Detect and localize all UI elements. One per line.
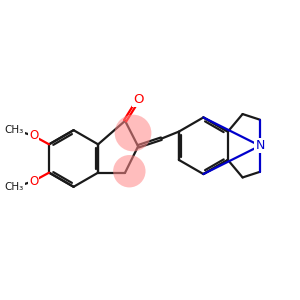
Circle shape: [115, 115, 152, 152]
Text: CH₃: CH₃: [4, 124, 24, 135]
Text: O: O: [29, 175, 38, 188]
Text: O: O: [134, 93, 144, 106]
Circle shape: [113, 155, 146, 188]
Text: CH₃: CH₃: [4, 182, 24, 192]
Text: O: O: [29, 129, 38, 142]
Text: N: N: [255, 139, 265, 152]
